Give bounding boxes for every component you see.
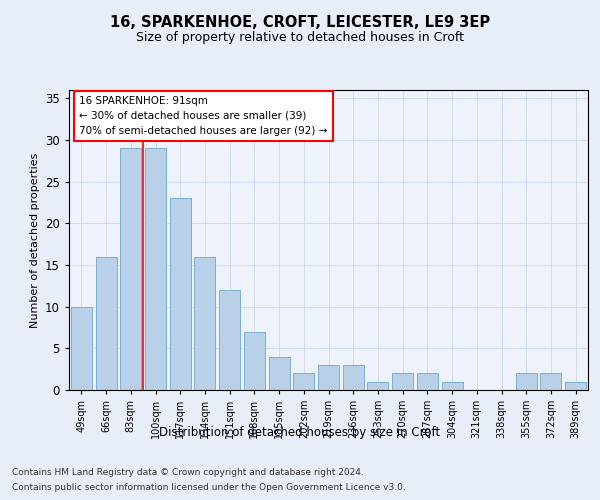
Bar [442,382,463,390]
Text: Distribution of detached houses by size in Croft: Distribution of detached houses by size … [160,426,440,439]
Bar [95,256,116,390]
Bar [71,306,92,390]
Bar [318,365,339,390]
Text: Contains public sector information licensed under the Open Government Licence v3: Contains public sector information licen… [12,483,406,492]
Bar [343,365,364,390]
Bar [516,374,537,390]
Text: 16, SPARKENHOE, CROFT, LEICESTER, LE9 3EP: 16, SPARKENHOE, CROFT, LEICESTER, LE9 3E… [110,15,490,30]
Text: 16 SPARKENHOE: 91sqm
← 30% of detached houses are smaller (39)
70% of semi-detac: 16 SPARKENHOE: 91sqm ← 30% of detached h… [79,96,328,136]
Bar [269,356,290,390]
Bar [367,382,388,390]
Bar [541,374,562,390]
Bar [417,374,438,390]
Bar [565,382,586,390]
Text: Contains HM Land Registry data © Crown copyright and database right 2024.: Contains HM Land Registry data © Crown c… [12,468,364,477]
Bar [219,290,240,390]
Bar [145,148,166,390]
Text: Size of property relative to detached houses in Croft: Size of property relative to detached ho… [136,31,464,44]
Bar [392,374,413,390]
Bar [120,148,141,390]
Bar [194,256,215,390]
Bar [244,332,265,390]
Y-axis label: Number of detached properties: Number of detached properties [29,152,40,328]
Bar [170,198,191,390]
Bar [293,374,314,390]
